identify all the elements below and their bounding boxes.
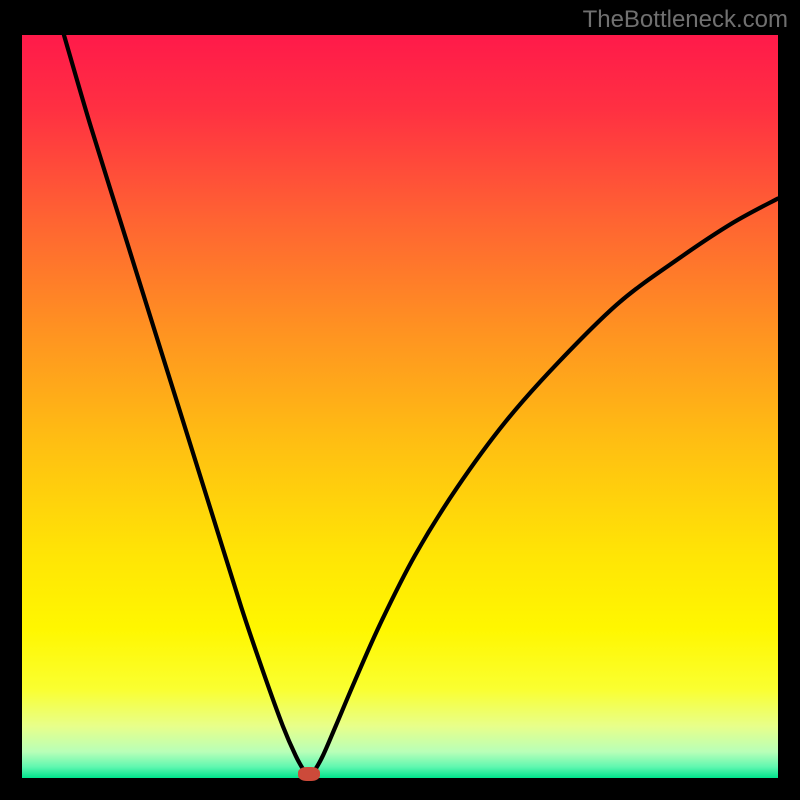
border-right <box>778 0 800 800</box>
watermark-text: TheBottleneck.com <box>583 6 788 34</box>
border-bottom <box>0 778 800 800</box>
plot-area <box>22 35 778 778</box>
optimal-point-marker <box>298 767 320 781</box>
border-left <box>0 0 22 800</box>
chart-frame: TheBottleneck.com <box>0 0 800 800</box>
